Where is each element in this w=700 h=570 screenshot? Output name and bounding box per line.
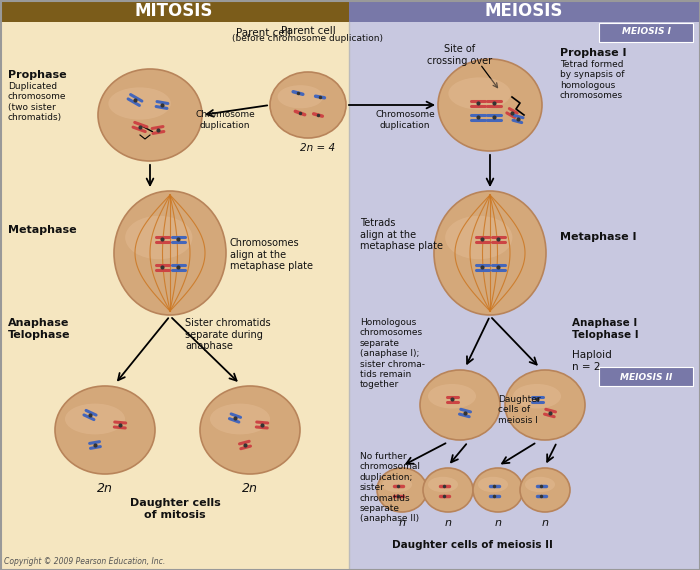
Ellipse shape: [420, 370, 500, 440]
Ellipse shape: [449, 78, 511, 109]
Text: Daughter
cells of
meiosis I: Daughter cells of meiosis I: [498, 395, 540, 425]
Text: Metaphase I: Metaphase I: [560, 232, 636, 242]
Text: n: n: [542, 518, 549, 528]
Text: MEIOSIS I: MEIOSIS I: [622, 27, 671, 36]
Text: Sister chromatids
separate during
anaphase: Sister chromatids separate during anapha…: [185, 318, 271, 351]
Text: Metaphase: Metaphase: [8, 225, 76, 235]
Ellipse shape: [478, 477, 508, 492]
Text: MEIOSIS: MEIOSIS: [485, 2, 564, 20]
Ellipse shape: [125, 216, 192, 259]
Ellipse shape: [377, 468, 427, 512]
Text: n: n: [494, 518, 501, 528]
Ellipse shape: [428, 384, 476, 409]
Text: Tetrad formed
by synapsis of
homologous
chromosomes: Tetrad formed by synapsis of homologous …: [560, 60, 624, 100]
Bar: [0, 0, 349, 570]
Text: Duplicated
chromosome
(two sister
chromatids): Duplicated chromosome (two sister chroma…: [8, 82, 66, 122]
Ellipse shape: [98, 69, 202, 161]
Ellipse shape: [114, 191, 226, 315]
Ellipse shape: [382, 477, 412, 492]
FancyBboxPatch shape: [599, 367, 693, 386]
Text: n: n: [444, 518, 452, 528]
Text: Daughter cells of meiosis II: Daughter cells of meiosis II: [391, 540, 552, 550]
Text: Anaphase
Telophase: Anaphase Telophase: [8, 318, 71, 340]
Ellipse shape: [445, 216, 512, 259]
Ellipse shape: [438, 59, 542, 151]
Ellipse shape: [210, 404, 270, 434]
Text: 2n: 2n: [242, 482, 258, 495]
Text: Anaphase I
Telophase I: Anaphase I Telophase I: [572, 318, 638, 340]
Text: Chromosome
duplication: Chromosome duplication: [375, 111, 435, 130]
Text: MITOSIS: MITOSIS: [135, 2, 214, 20]
Text: MEIOSIS II: MEIOSIS II: [620, 373, 672, 381]
Bar: [349, 0, 700, 22]
Text: 2n = 4: 2n = 4: [300, 143, 335, 153]
Text: Haploid
n = 2: Haploid n = 2: [572, 350, 612, 372]
Text: Homologous
chromosomes
separate
(anaphase I);
sister chroma-
tids remain
togethe: Homologous chromosomes separate (anaphas…: [360, 318, 425, 389]
Ellipse shape: [278, 85, 323, 108]
Ellipse shape: [270, 72, 346, 138]
Text: No further
chromosomal
duplication;
sister
chromatids
separate
(anaphase II): No further chromosomal duplication; sist…: [360, 452, 421, 523]
Ellipse shape: [200, 386, 300, 474]
Ellipse shape: [55, 386, 155, 474]
Bar: [349, 0, 700, 570]
Ellipse shape: [434, 191, 546, 315]
Text: Prophase: Prophase: [8, 70, 66, 80]
Text: 2n: 2n: [97, 482, 113, 495]
Ellipse shape: [473, 468, 523, 512]
Text: Copyright © 2009 Pearson Education, Inc.: Copyright © 2009 Pearson Education, Inc.: [4, 557, 165, 566]
Bar: [0, 0, 349, 22]
Text: Parent cell: Parent cell: [236, 28, 290, 38]
Text: (before chromosome duplication): (before chromosome duplication): [232, 34, 384, 43]
Text: Prophase I: Prophase I: [560, 48, 626, 58]
Text: Chromosomes
align at the
metaphase plate: Chromosomes align at the metaphase plate: [230, 238, 313, 271]
Text: Parent cell: Parent cell: [281, 26, 335, 36]
Ellipse shape: [108, 87, 171, 120]
Text: Tetrads
align at the
metaphase plate: Tetrads align at the metaphase plate: [360, 218, 443, 251]
Text: Site of
crossing over: Site of crossing over: [428, 44, 493, 66]
FancyBboxPatch shape: [599, 23, 693, 42]
Ellipse shape: [505, 370, 585, 440]
Ellipse shape: [520, 468, 570, 512]
Ellipse shape: [428, 477, 458, 492]
Ellipse shape: [525, 477, 555, 492]
Text: n: n: [398, 518, 405, 528]
Ellipse shape: [513, 384, 561, 409]
Ellipse shape: [423, 468, 473, 512]
Text: Chromosome
duplication: Chromosome duplication: [195, 111, 255, 130]
Text: Daughter cells
of mitosis: Daughter cells of mitosis: [130, 498, 220, 520]
Ellipse shape: [65, 404, 125, 434]
